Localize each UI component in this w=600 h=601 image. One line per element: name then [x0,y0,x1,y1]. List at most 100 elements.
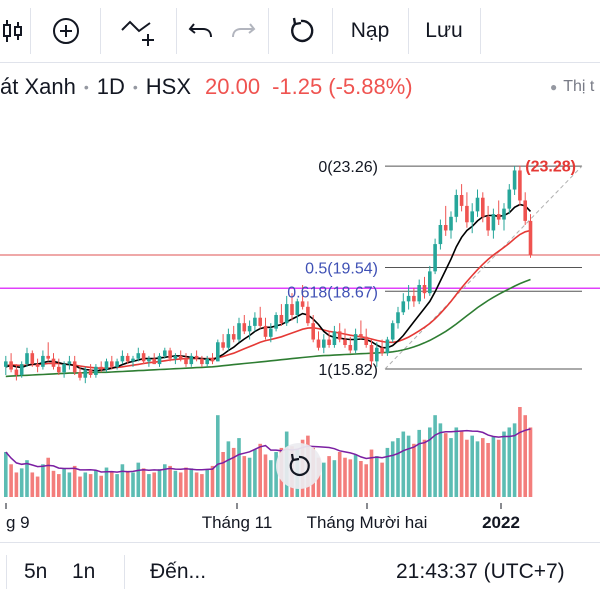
candle-body [459,195,464,206]
candle-body [359,334,363,337]
goto-date-button[interactable]: Đến... [150,543,206,601]
volume-bar [125,470,130,497]
volume-bar [9,464,13,497]
candle-body [454,195,459,217]
market-status[interactable]: ● Thị t [550,78,594,96]
volume-bar [210,465,215,497]
candle [67,355,72,370]
volume-bar [459,431,464,497]
volume-bar [364,464,368,497]
undo-icon[interactable] [182,0,220,62]
timezone-button[interactable]: 21:43:37 (UTC+7) [396,543,565,601]
volume-bar [189,468,194,497]
candle [475,189,480,217]
volume-bar [157,469,162,497]
time-axis-label: g 9 [6,513,30,532]
candle-body [369,345,374,362]
candle-body [428,271,432,294]
candle [390,320,395,343]
last-price: 20.00 [205,74,261,99]
reset-chart-button[interactable] [276,443,322,489]
candle [422,276,427,299]
candle [131,355,135,367]
volume-bar [401,431,406,497]
candle [9,353,13,373]
candle [46,342,50,362]
volume-bar [412,443,416,497]
volume-bar [110,472,114,497]
candle-body [300,301,305,307]
volume-bar [72,465,77,497]
volume-bar [30,472,35,497]
volume-bar [168,465,172,497]
volume-bar [51,470,56,497]
candle [221,334,225,351]
candle-body [163,350,167,356]
range-5d-button[interactable]: 5n [24,543,47,601]
candle-body [290,304,294,315]
candle-body [4,361,8,367]
candle [385,336,390,356]
candle [99,361,103,373]
volume-bar [375,456,379,497]
save-layout-button[interactable]: Lưu [414,0,474,62]
candle-body [141,353,146,362]
interval-label[interactable]: 1D [96,74,125,99]
price-chart[interactable]: 0(23.26) 0.5(19.54) 0.618(18.67) 1(15.82) (2… [0,105,600,542]
candle-body [189,355,194,365]
volume-bar [147,474,151,497]
candle [507,184,512,215]
candle-body [385,339,390,354]
candle [322,334,326,354]
range-1m-button[interactable]: 1n [72,543,95,601]
chart-labels: 0(23.26) 0.5(19.54) 0.618(18.67) 1(15.82) (2… [287,159,576,379]
candle-body [327,339,331,345]
plus-circle-icon[interactable] [36,0,96,62]
load-layout-button[interactable]: Nạp [338,0,402,62]
candle-body [51,358,56,367]
candle-body [396,312,400,324]
candle-body [115,361,119,367]
volume-bar [417,429,421,497]
time-axis-label: Tháng 11 [202,513,273,532]
candle [168,347,172,362]
symbol-name[interactable]: át Xanh [0,74,76,99]
redo-icon[interactable] [224,0,262,62]
candle-body [72,361,77,373]
candle [78,366,82,381]
candle [14,364,19,381]
candle [173,353,178,365]
volume-bar [353,454,358,497]
volume-bar [269,460,273,497]
candle-body [512,170,517,190]
trend-line-plus-icon[interactable] [108,0,172,62]
candle [491,208,496,239]
candle [443,205,448,236]
candle [253,312,257,332]
candle-body [67,361,72,365]
candle-body [353,334,358,351]
candle [290,293,294,321]
candle [125,353,130,365]
candles-icon[interactable] [0,0,26,62]
candle-body [401,301,406,313]
volume-bar [4,452,8,497]
candle [274,312,278,332]
volume-bar [141,468,146,497]
candle [88,364,93,378]
volume-bar [19,468,24,497]
candle-body [94,366,98,375]
candle [486,205,490,236]
ma-mid-line [5,229,531,370]
candle [110,355,114,370]
reload-icon[interactable] [276,0,326,62]
candle [4,355,8,375]
volume-bar [502,431,506,497]
bottom-toolbar: 5n 1n Đến... 21:43:37 (UTC+7) [0,542,600,601]
candle-body [41,355,45,367]
candle-body [406,295,411,302]
candle [396,306,400,329]
volume-bar [200,474,204,497]
volume-bar [131,472,135,497]
candle-body [194,355,199,359]
